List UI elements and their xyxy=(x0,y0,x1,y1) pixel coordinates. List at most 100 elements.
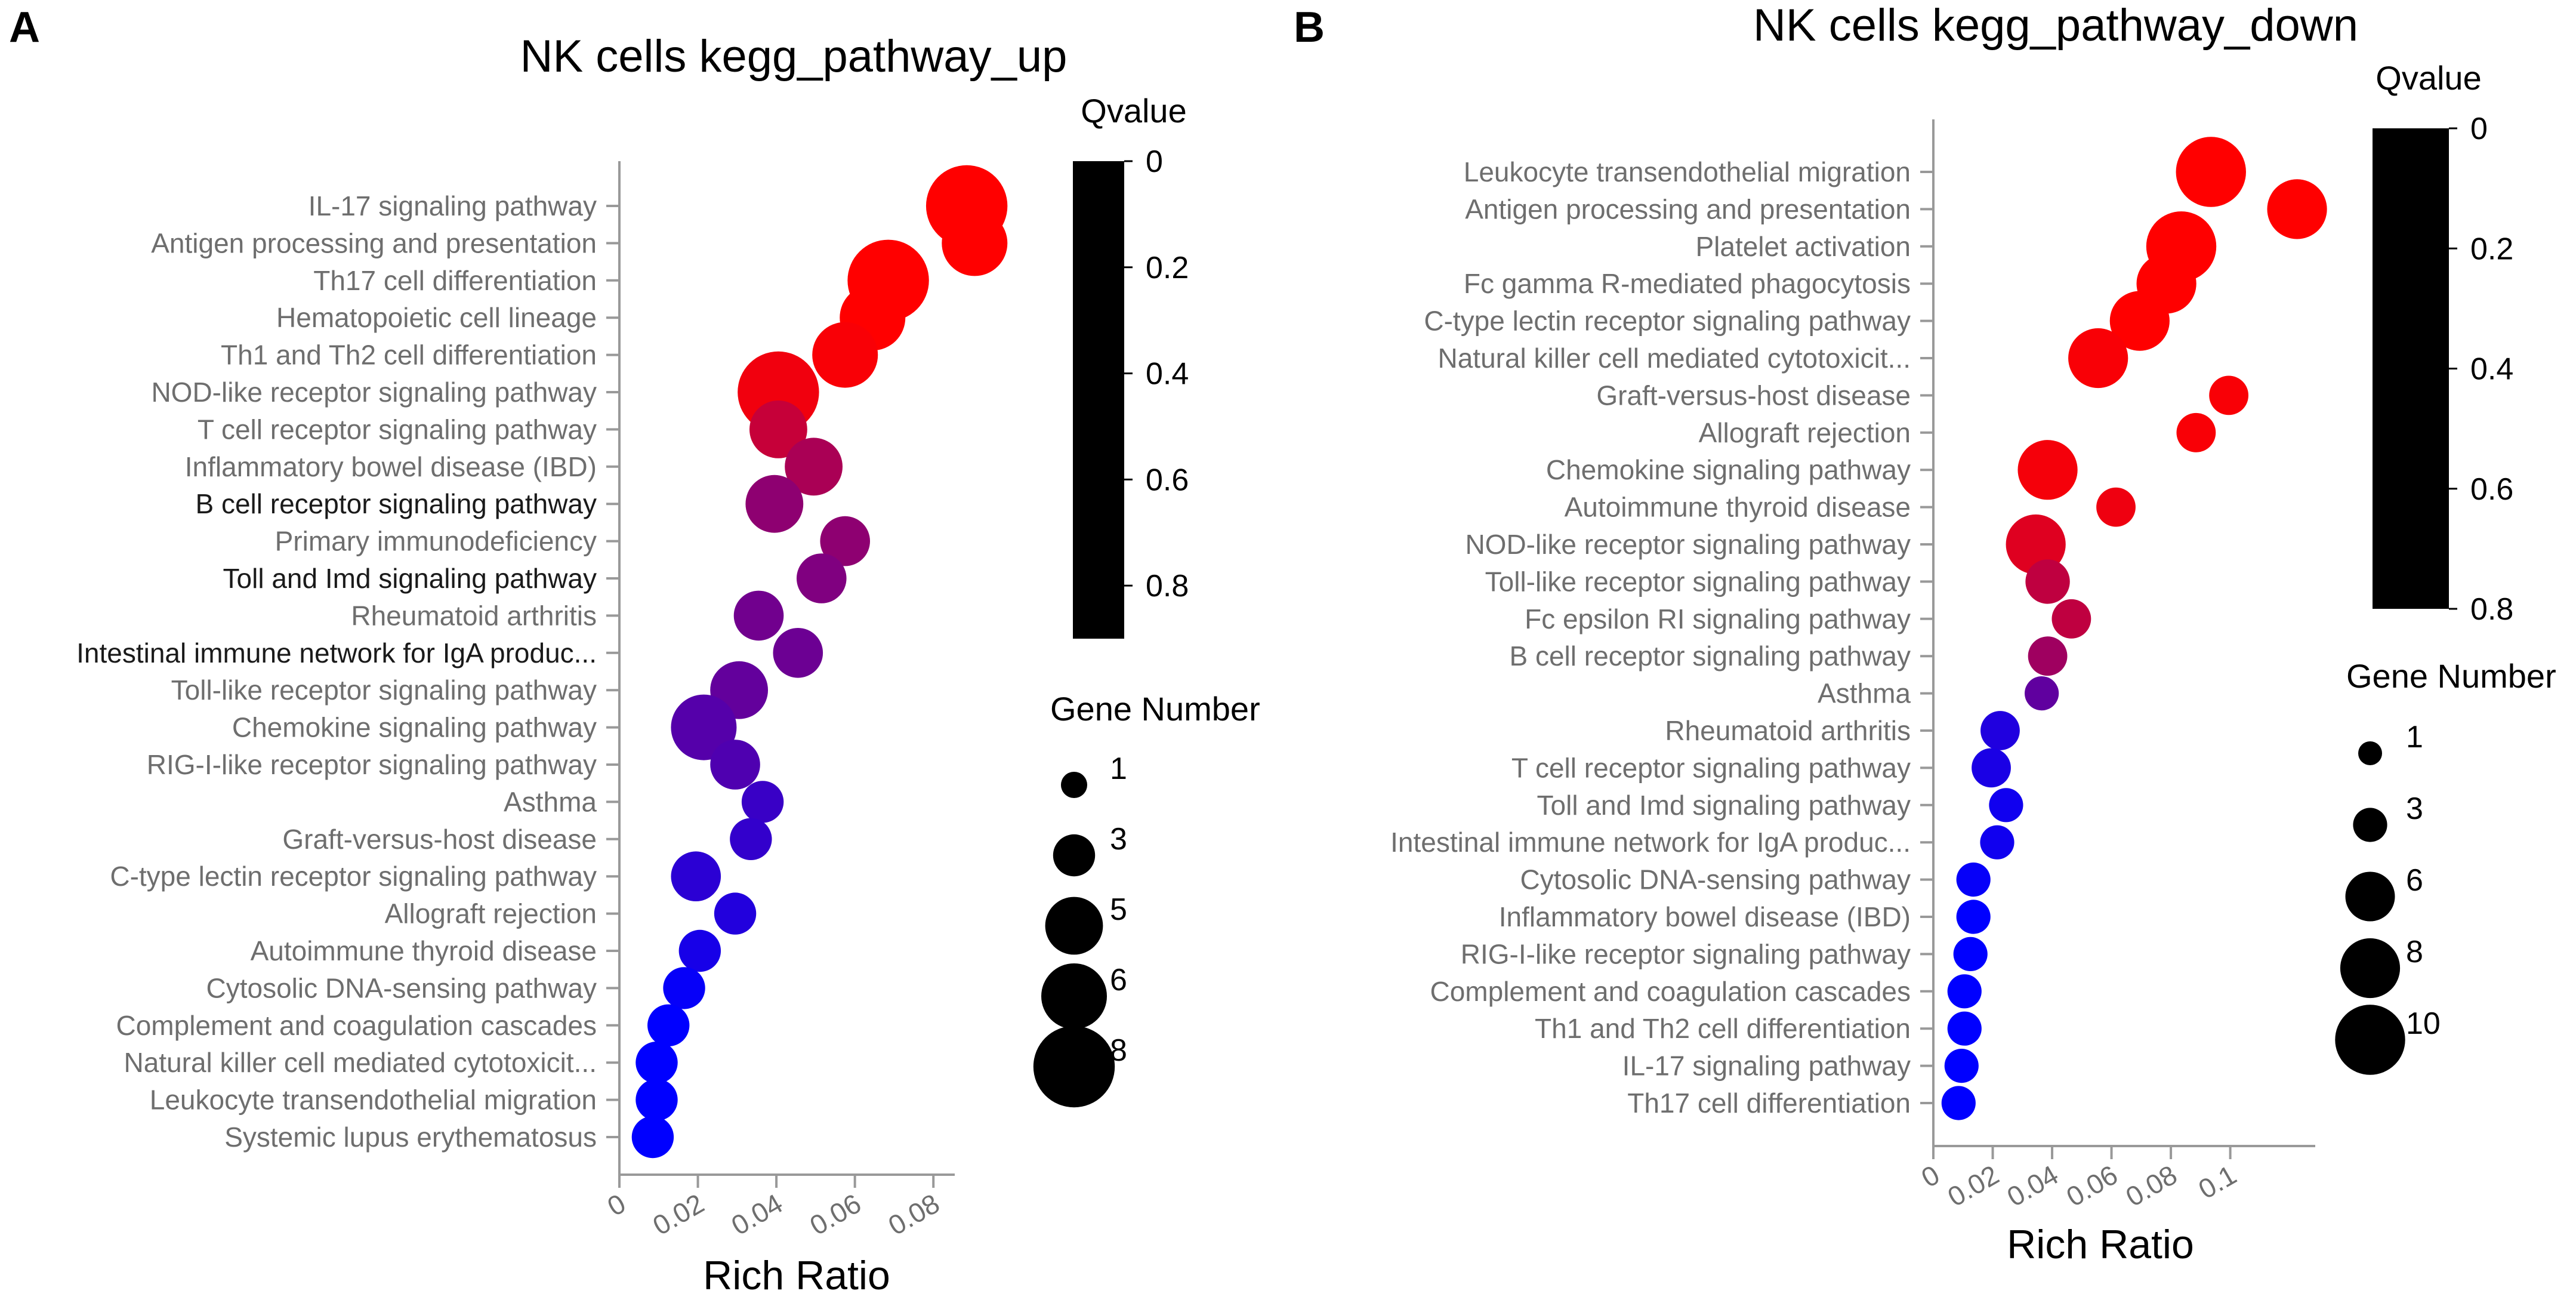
data-point xyxy=(1947,1011,1982,1046)
panel-b-x-ticks: 00.020.040.060.08 0.1 xyxy=(1916,1146,2242,1212)
panel-b-points xyxy=(1941,137,2327,1120)
panel-b-xlabel: Rich Ratio xyxy=(2007,1222,2194,1267)
data-point xyxy=(1980,825,2014,860)
panel-b-size-legend: 1 3 6 8 10 xyxy=(2335,720,2441,1075)
data-point xyxy=(796,553,847,603)
category-label: Toll-like receptor signaling pathway xyxy=(1485,566,1911,597)
category-label: Asthma xyxy=(1818,678,1911,709)
size-legend-label: 10 xyxy=(2406,1006,2441,1041)
colorbar-tick-label: 0.2 xyxy=(2470,232,2513,266)
category-label: T cell receptor signaling pathway xyxy=(198,414,597,445)
panel-a-colorbar-ticks: 0 0.2 0.4 0.6 0.8 xyxy=(1124,144,1189,603)
data-point xyxy=(678,929,721,972)
data-point xyxy=(2051,599,2091,639)
panel-a-xlabel: Rich Ratio xyxy=(703,1253,890,1298)
category-label: Hematopoietic cell lineage xyxy=(276,302,597,333)
panel-a-points xyxy=(631,165,1008,1159)
size-legend-marker xyxy=(2345,871,2395,922)
data-point xyxy=(1956,863,1991,897)
x-tick-label: 0 xyxy=(602,1188,631,1222)
x-tick-label: 0.06 xyxy=(2061,1159,2123,1213)
category-label: Fc gamma R-mediated phagocytosis xyxy=(1464,268,1911,299)
category-label: IL-17 signaling pathway xyxy=(1622,1051,1911,1082)
size-legend-marker xyxy=(2335,1005,2405,1075)
size-legend-label: 3 xyxy=(1110,822,1127,857)
category-label: Th17 cell differentiation xyxy=(1627,1088,1911,1119)
data-point xyxy=(1989,788,2023,823)
panel-a-colorbar xyxy=(1073,161,1124,639)
panel-b-y-ticks xyxy=(1920,171,1933,1104)
x-tick-label: 0 xyxy=(1916,1159,1945,1194)
data-point xyxy=(1941,1086,1976,1120)
panel-a: A NK cells kegg_pathway_up IL-17 signali… xyxy=(9,4,1260,1298)
data-point xyxy=(773,628,823,678)
data-point xyxy=(749,401,807,458)
data-point xyxy=(730,818,772,861)
x-tick-label: 0.04 xyxy=(726,1188,788,1242)
panel-b-colorbar-title: Qvalue xyxy=(2376,59,2481,97)
data-point xyxy=(741,781,784,823)
size-legend-label: 5 xyxy=(1110,892,1127,927)
data-point xyxy=(663,967,705,1009)
category-label: Toll and Imd signaling pathway xyxy=(1537,790,1911,821)
category-label: Rheumatoid arthritis xyxy=(1665,715,1911,746)
category-label: IL-17 signaling pathway xyxy=(308,190,597,221)
data-point xyxy=(1972,748,2011,788)
panel-a-title: NK cells kegg_pathway_up xyxy=(520,31,1068,82)
category-label: Natural killer cell mediated cytotoxicit… xyxy=(124,1047,597,1078)
data-point xyxy=(2209,375,2249,415)
category-label: RIG-I-like receptor signaling pathway xyxy=(1461,938,1911,969)
panel-b-colorbar xyxy=(2373,128,2449,609)
category-label: Inflammatory bowel disease (IBD) xyxy=(1499,901,1911,932)
category-label: Intestinal immune network for IgA produc… xyxy=(76,637,597,669)
data-point xyxy=(745,475,804,533)
data-point xyxy=(2017,440,2078,500)
colorbar-tick-label: 0.6 xyxy=(1146,463,1189,497)
category-label: Rheumatoid arthritis xyxy=(351,600,597,631)
panel-b-label: B xyxy=(1294,4,1325,51)
data-point xyxy=(942,210,1008,276)
data-point xyxy=(647,1004,690,1047)
category-label: C-type lectin receptor signaling pathway xyxy=(110,861,597,892)
data-point xyxy=(2028,636,2068,676)
panel-b: B NK cells kegg_pathway_down Leukocyte t… xyxy=(1294,0,2556,1267)
data-point xyxy=(2267,179,2327,239)
data-point xyxy=(2176,412,2216,452)
category-label: Intestinal immune network for IgA produc… xyxy=(1390,827,1911,858)
category-label: Chemokine signaling pathway xyxy=(232,712,597,743)
x-tick-label: 0.04 xyxy=(2002,1159,2064,1213)
x-tick-label: 0.08 xyxy=(2121,1159,2183,1213)
category-label: Th1 and Th2 cell differentiation xyxy=(221,340,597,371)
colorbar-tick-label: 0.6 xyxy=(2470,472,2513,507)
size-legend-marker xyxy=(1041,963,1107,1029)
data-point xyxy=(733,590,784,641)
category-label: Fc epsilon RI signaling pathway xyxy=(1525,603,1911,634)
category-label: Primary immunodeficiency xyxy=(275,526,597,557)
size-legend-marker xyxy=(2358,741,2382,765)
data-point xyxy=(710,740,760,790)
category-label: Systemic lupus erythematosus xyxy=(224,1122,597,1153)
panel-a-x-ticks: 0 0.02 0.04 0.06 0.08 xyxy=(602,1175,945,1241)
data-point xyxy=(631,1116,674,1159)
x-tick-label: 0.08 xyxy=(883,1188,945,1242)
data-point xyxy=(2176,137,2246,207)
size-legend-label: 6 xyxy=(1110,963,1127,997)
data-point xyxy=(1956,900,1991,934)
colorbar-tick-label: 0.8 xyxy=(2470,592,2513,627)
size-legend-label: 1 xyxy=(1110,751,1127,786)
colorbar-tick-label: 0.2 xyxy=(1146,251,1189,285)
category-label: B cell receptor signaling pathway xyxy=(1510,640,1911,672)
colorbar-tick-label: 0 xyxy=(2470,112,2488,146)
data-point xyxy=(671,694,737,760)
category-label: Antigen processing and presentation xyxy=(1465,193,1911,224)
panel-a-y-ticks xyxy=(606,205,619,1138)
panel-a-size-legend: 1 3 5 6 8 xyxy=(1033,751,1127,1108)
panel-b-colorbar-ticks: 0 0.2 0.4 0.6 0.8 xyxy=(2449,112,2513,627)
data-point xyxy=(812,322,878,388)
size-legend-label: 3 xyxy=(2406,791,2423,826)
category-label: Allograft rejection xyxy=(385,898,597,929)
category-label: Natural killer cell mediated cytotoxicit… xyxy=(1437,343,1911,374)
category-label: RIG-I-like receptor signaling pathway xyxy=(147,749,597,780)
data-point xyxy=(1947,974,1982,1009)
